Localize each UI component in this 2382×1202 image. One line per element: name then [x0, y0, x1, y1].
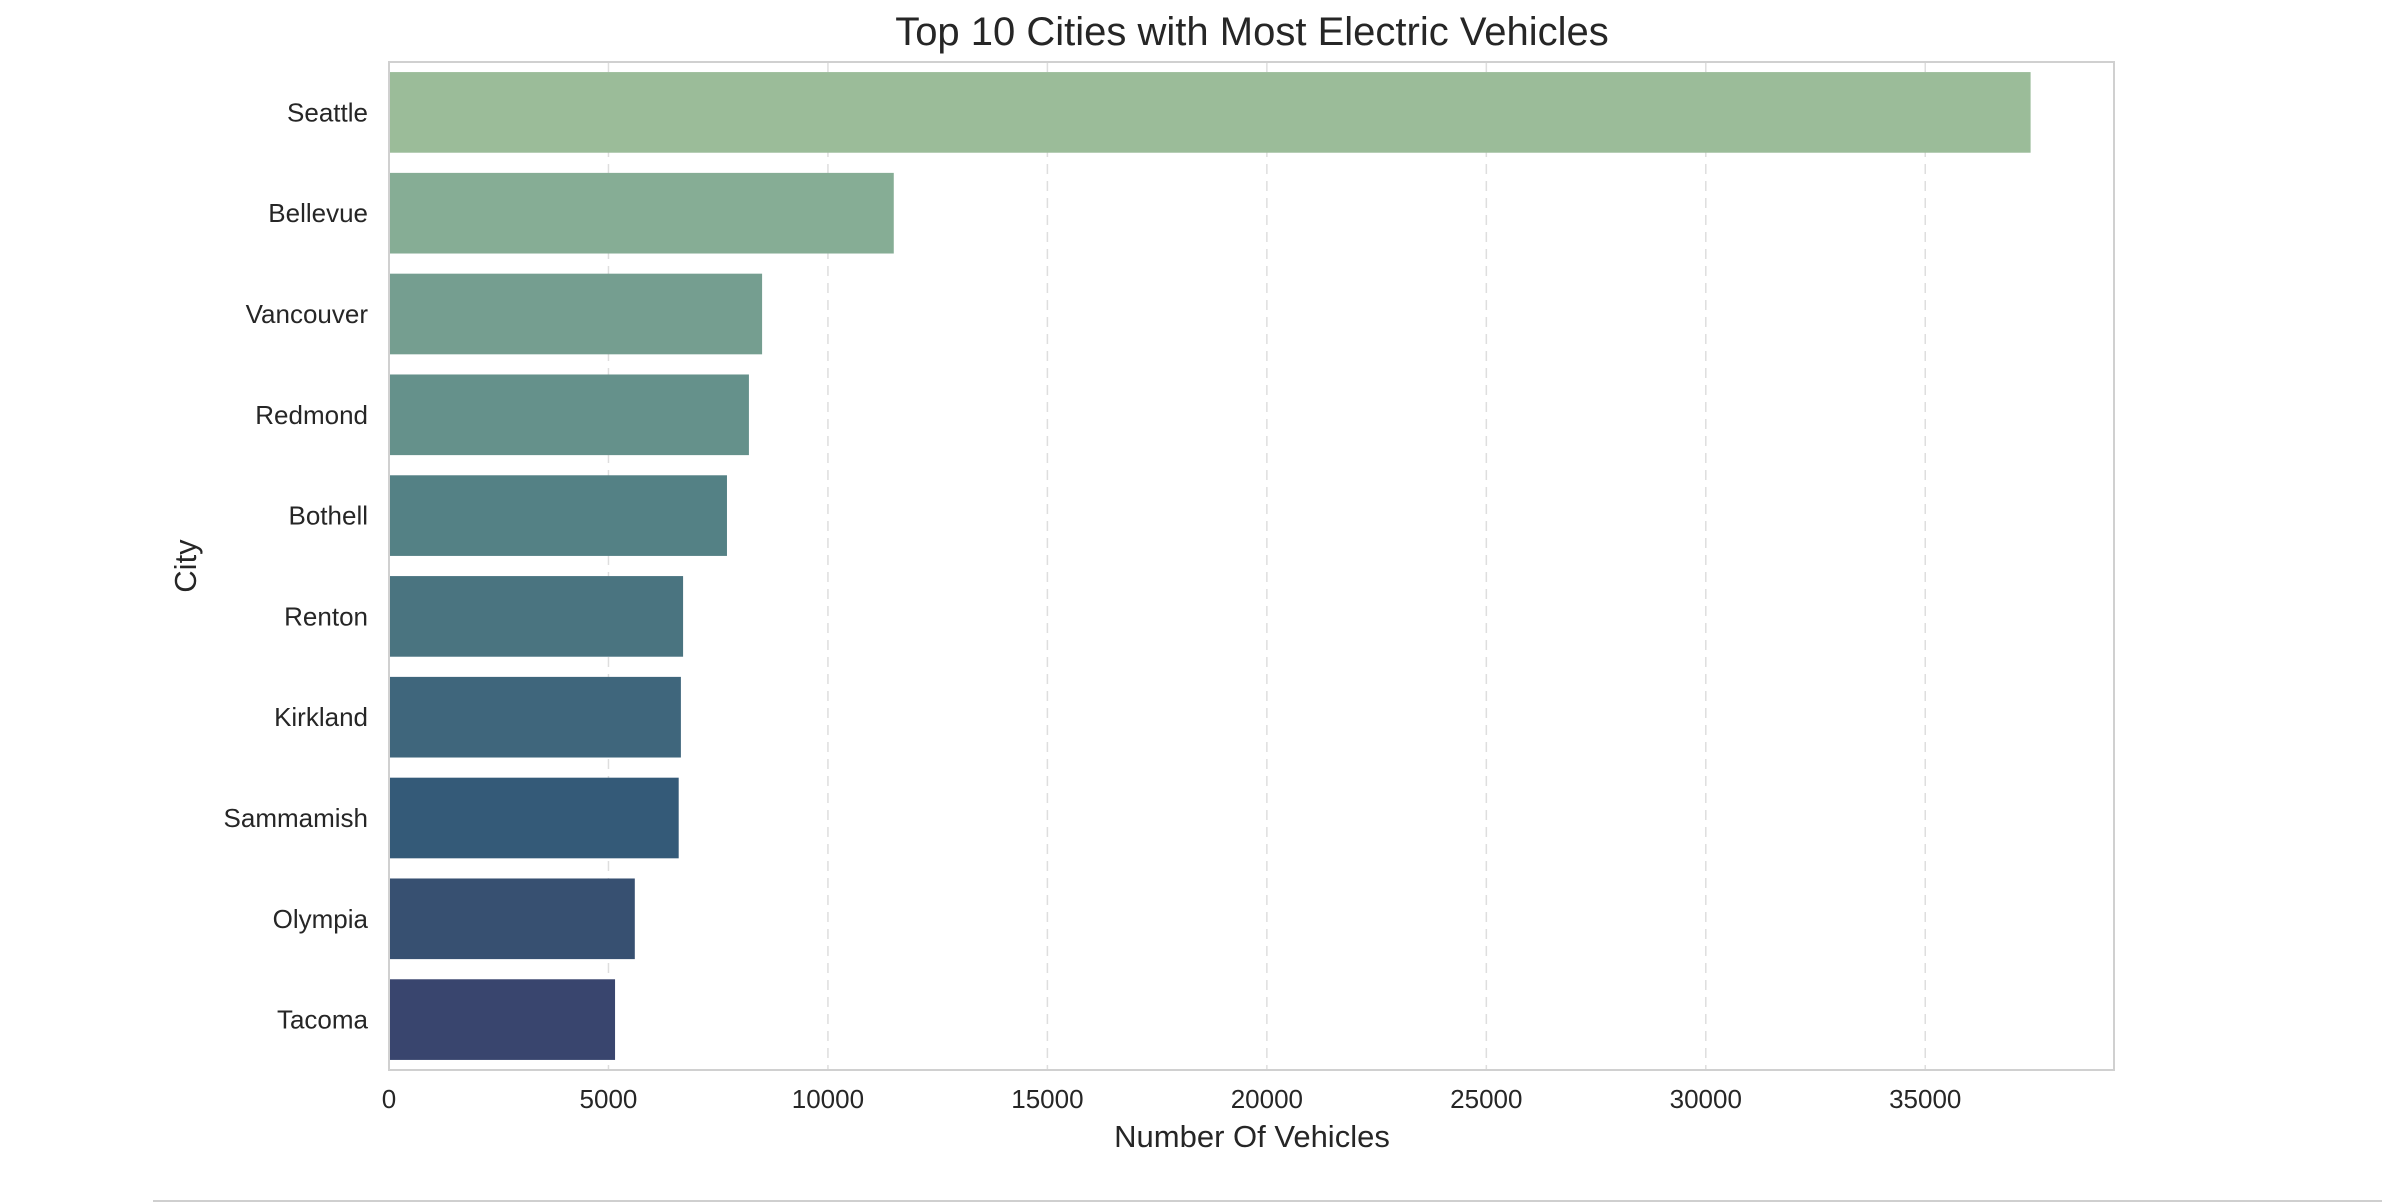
bar-bellevue	[389, 172, 894, 254]
y-tick-label: Seattle	[287, 97, 368, 127]
plot-frame	[388, 61, 2115, 1071]
bars	[389, 72, 2031, 1060]
y-tick-label: Kirkland	[274, 702, 368, 732]
y-tick-label: Tacoma	[277, 1005, 369, 1035]
y-tick-label: Vancouver	[246, 299, 369, 329]
bar-bothell	[389, 475, 727, 556]
y-tick-label: Sammamish	[224, 803, 368, 833]
bar-kirkland	[389, 676, 681, 758]
bar-seattle	[389, 72, 2031, 153]
y-tick-label: Renton	[284, 601, 368, 631]
bar-tacoma	[389, 979, 616, 1060]
x-tick-label: 20000	[1231, 1084, 1303, 1114]
x-tick-label: 15000	[1011, 1084, 1083, 1114]
bar-renton	[389, 576, 684, 657]
bar-olympia	[389, 878, 635, 960]
x-tick-label: 10000	[792, 1084, 864, 1114]
x-axis-label: Number Of Vehicles	[1114, 1119, 1390, 1154]
x-tick-label: 0	[382, 1084, 396, 1114]
y-axis-label: City	[168, 539, 203, 593]
y-tick-label: Bellevue	[268, 198, 368, 228]
y-tick-labels: Seattle Bellevue Vancouver Redmond Bothell Re…	[224, 97, 369, 1034]
bar-vancouver	[389, 273, 763, 355]
bar-sammamish	[389, 777, 679, 859]
x-tick-labels: 0 5000 10000 15000 20000 25000 30000 35000	[382, 1084, 1962, 1114]
chart-title: Top 10 Cities with Most Electric Vehicle…	[895, 10, 1609, 54]
x-tick-label: 25000	[1450, 1084, 1522, 1114]
y-tick-label: Olympia	[273, 904, 369, 934]
y-tick-label: Redmond	[255, 400, 368, 430]
bar-redmond	[389, 374, 749, 456]
x-tick-label: 30000	[1670, 1084, 1742, 1114]
y-tick-label: Bothell	[289, 501, 369, 531]
x-tick-label: 5000	[580, 1084, 638, 1114]
x-tick-label: 35000	[1889, 1084, 1961, 1114]
